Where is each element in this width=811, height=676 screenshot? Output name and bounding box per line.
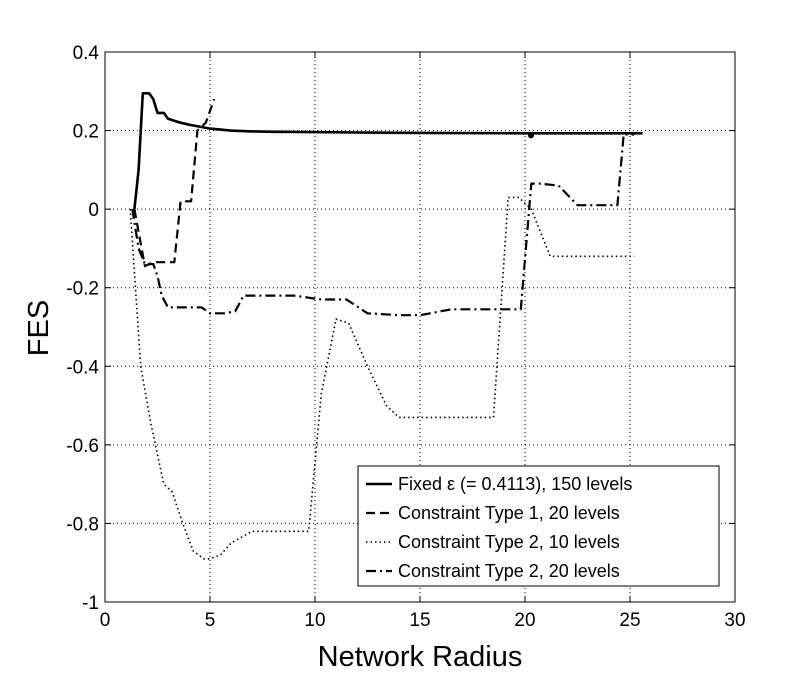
x-tick-label: 30 [724, 610, 745, 631]
legend-label-3: Constraint Type 2, 10 levels [398, 532, 620, 552]
series-layer [129, 92, 643, 560]
series-line-1 [133, 92, 643, 210]
x-tick-label: 20 [514, 610, 535, 631]
x-tick-label: 15 [409, 610, 430, 631]
tick-labels: 0 5 10 15 20 25 30 -1 -0.8 -0.6 -0.4 -0.2 0 0.2 0.4 [66, 43, 745, 631]
legend-entries: Fixed ε (= 0.4113), 150 levels Constraint… [366, 474, 632, 581]
y-tick-label: -0.4 [66, 357, 99, 378]
x-tick-label: 5 [205, 610, 216, 631]
x-tick-label: 25 [619, 610, 640, 631]
series-end-marker [528, 132, 534, 139]
legend: Fixed ε (= 0.4113), 150 levels Constraint… [357, 465, 720, 587]
y-tick-label: -0.2 [66, 279, 99, 300]
series-line-4 [131, 133, 635, 317]
y-tick-label: 0.2 [73, 122, 99, 143]
legend-box [357, 465, 720, 587]
y-tick-label: -0.6 [66, 436, 99, 457]
series-line-3 [129, 196, 635, 560]
tick-marks [104, 51, 736, 603]
x-tick-label: 0 [100, 610, 111, 631]
y-tick-label: 0 [88, 200, 99, 221]
x-tick-label: 10 [304, 610, 325, 631]
legend-label-2: Constraint Type 1, 20 levels [398, 503, 620, 523]
y-axis-title: FES [23, 300, 55, 356]
legend-label-4: Constraint Type 2, 20 levels [398, 561, 620, 581]
x-axis-title: Network Radius [318, 641, 523, 673]
y-tick-label: -1 [82, 593, 99, 614]
y-tick-label: 0.4 [73, 43, 100, 64]
series-line-2 [133, 98, 216, 268]
legend-label-1: Fixed ε (= 0.4113), 150 levels [398, 474, 632, 494]
y-tick-label: -0.8 [66, 514, 99, 535]
